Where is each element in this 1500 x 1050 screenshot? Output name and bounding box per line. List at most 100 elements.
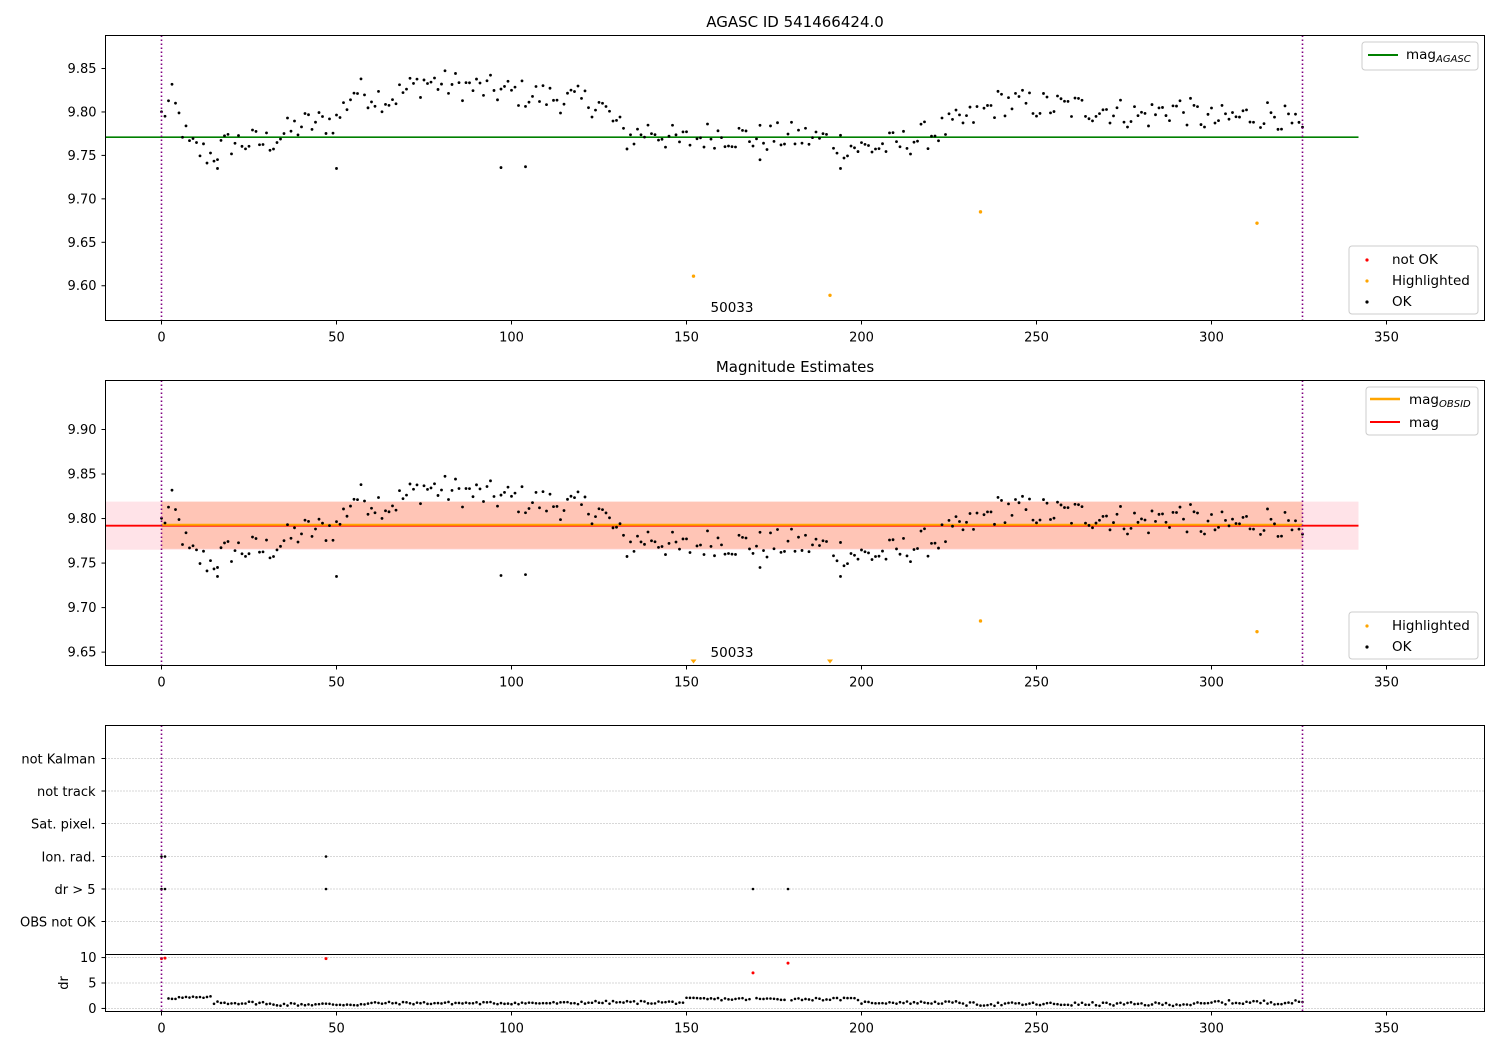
dr-point xyxy=(933,1000,937,1004)
dr-point xyxy=(510,1002,513,1006)
dr-point xyxy=(1283,1001,1287,1005)
ok-point xyxy=(1056,94,1059,98)
dr-point xyxy=(184,995,188,999)
ok-point xyxy=(170,82,174,86)
ok-point xyxy=(559,111,562,115)
ok-point xyxy=(891,538,895,542)
ok-point xyxy=(303,518,307,522)
ok-point xyxy=(629,133,632,137)
dr-point xyxy=(685,996,688,1000)
ok-point xyxy=(363,93,366,97)
ok-point xyxy=(573,90,576,93)
ok-point xyxy=(713,554,716,558)
dr-point xyxy=(615,1001,618,1004)
ok-point xyxy=(1290,528,1294,532)
ok-point xyxy=(471,89,475,93)
ok-point xyxy=(1297,527,1301,531)
ok-point xyxy=(776,528,779,531)
ok-point xyxy=(331,131,335,135)
ok-point xyxy=(380,516,384,520)
dr-point xyxy=(1196,1001,1199,1004)
ok-point xyxy=(601,101,604,105)
ok-point xyxy=(464,81,468,85)
ok-point xyxy=(349,504,352,508)
dr-point xyxy=(1273,1003,1276,1006)
ok-point xyxy=(1210,106,1213,110)
ok-point xyxy=(1035,114,1038,118)
ok-point xyxy=(790,120,793,124)
ok-point xyxy=(317,111,321,114)
legend-highlighted: Highlighted xyxy=(1392,273,1470,289)
dr-point xyxy=(632,1000,636,1003)
dr-point xyxy=(940,1002,944,1005)
ok-point xyxy=(258,143,261,147)
ok-point xyxy=(912,548,916,551)
ok-point xyxy=(1112,521,1115,524)
ok-point xyxy=(195,141,198,144)
ok-point xyxy=(1245,108,1248,112)
ok-point xyxy=(489,73,492,77)
ok-point xyxy=(776,121,779,125)
ok-point xyxy=(618,115,622,119)
ok-point xyxy=(216,158,219,162)
ok-point xyxy=(307,113,310,117)
ok-point xyxy=(839,575,842,578)
ok-point xyxy=(1276,534,1280,538)
ok-point xyxy=(758,566,762,569)
highlighted-point xyxy=(1255,221,1259,225)
ok-point xyxy=(737,533,741,537)
dr-point xyxy=(174,997,177,1001)
ok-point xyxy=(1259,126,1262,129)
ok-point xyxy=(216,167,219,170)
panel3-plot: not Kalman not track Sat. pixel. Ion. rad. d… xyxy=(20,753,1485,931)
ok-point xyxy=(1087,117,1091,121)
ok-point xyxy=(685,130,688,134)
ok-point xyxy=(1252,527,1255,531)
dr-point xyxy=(398,1002,401,1006)
dr-point xyxy=(531,1001,534,1005)
ok-point xyxy=(1119,98,1122,102)
ok-point xyxy=(1070,521,1073,525)
dr-point xyxy=(321,1002,324,1005)
ok-point xyxy=(772,140,776,143)
ok-point xyxy=(1031,518,1035,522)
dr-point xyxy=(1157,1002,1161,1005)
dr-point xyxy=(226,1002,230,1006)
x-tick-label: 150 xyxy=(674,331,699,346)
x-tick-label: 0 xyxy=(157,676,165,691)
ok-point xyxy=(1003,521,1007,524)
ok-point xyxy=(993,522,996,526)
ok-point xyxy=(373,104,377,108)
dr-point xyxy=(489,1000,492,1004)
dr-y-tick-label: 0 xyxy=(88,1002,96,1017)
ok-point xyxy=(510,494,513,498)
ok-point xyxy=(755,137,758,141)
x-tick-label: 100 xyxy=(499,331,524,346)
dr-point xyxy=(195,996,198,999)
ok-point xyxy=(1196,105,1199,108)
dr-point xyxy=(555,1002,559,1005)
ok-point xyxy=(597,507,601,511)
dr-point xyxy=(867,1000,870,1004)
dr-point xyxy=(1045,1001,1049,1005)
ok-point xyxy=(1045,501,1049,505)
ok-point xyxy=(804,533,807,537)
ok-point xyxy=(545,103,548,106)
ok-point xyxy=(296,540,300,544)
ok-point xyxy=(860,548,863,552)
dr-point xyxy=(1161,1003,1164,1007)
dr-point xyxy=(349,1003,352,1007)
dr-point xyxy=(230,1002,233,1005)
ok-point xyxy=(541,84,545,88)
ok-point xyxy=(314,527,317,531)
ok-point xyxy=(1231,517,1234,521)
ok-point xyxy=(422,78,426,82)
dr-point xyxy=(909,1002,912,1005)
ok-point xyxy=(895,547,898,551)
dr-point xyxy=(1259,1001,1262,1005)
dr-point xyxy=(541,1001,545,1005)
dr-point xyxy=(849,996,853,1000)
ok-point xyxy=(321,115,324,118)
ok-point xyxy=(1049,111,1052,115)
ok-point xyxy=(272,147,275,151)
